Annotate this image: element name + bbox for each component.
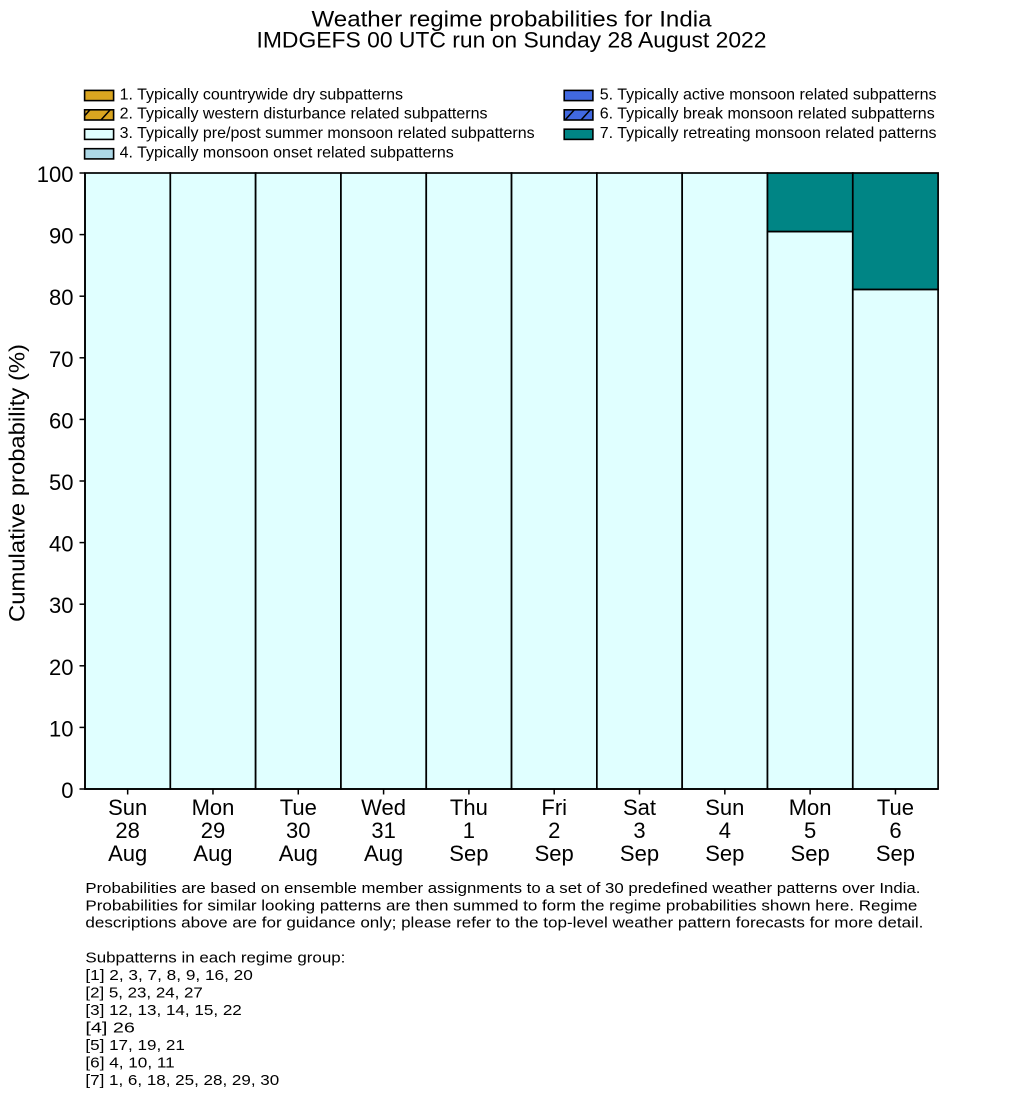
svg-text:Sep: Sep xyxy=(620,841,659,866)
svg-text:2: 2 xyxy=(548,818,560,843)
svg-text:Sep: Sep xyxy=(791,841,830,866)
svg-text:Subpatterns in each regime gro: Subpatterns in each regime group: xyxy=(85,951,345,967)
svg-text:Tue: Tue xyxy=(280,795,317,820)
svg-text:Mon: Mon xyxy=(192,795,235,820)
svg-text:descriptions above are for gui: descriptions above are for guidance only… xyxy=(85,916,923,932)
svg-text:Weather regime probabilities f: Weather regime probabilities for India xyxy=(312,6,713,31)
svg-text:[3] 12, 13, 14, 15, 22: [3] 12, 13, 14, 15, 22 xyxy=(85,1003,241,1019)
svg-text:Aug: Aug xyxy=(279,841,318,866)
svg-text:2. Typically western disturban: 2. Typically western disturbance related… xyxy=(120,106,488,123)
svg-text:30: 30 xyxy=(286,818,310,843)
svg-text:Sep: Sep xyxy=(876,841,915,866)
svg-text:Tue: Tue xyxy=(877,795,914,820)
svg-text:Aug: Aug xyxy=(364,841,403,866)
svg-text:Cumulative probability (%): Cumulative probability (%) xyxy=(4,344,29,622)
svg-text:[6] 4, 10, 11: [6] 4, 10, 11 xyxy=(85,1055,174,1071)
svg-text:28: 28 xyxy=(115,818,139,843)
svg-text:1: 1 xyxy=(463,818,475,843)
svg-text:Fri: Fri xyxy=(541,795,567,820)
svg-text:7. Typically retreating monsoo: 7. Typically retreating monsoon related … xyxy=(600,125,937,142)
svg-text:4. Typically monsoon onset rel: 4. Typically monsoon onset related subpa… xyxy=(120,145,454,162)
svg-text:Mon: Mon xyxy=(789,795,832,820)
svg-text:4: 4 xyxy=(719,818,731,843)
svg-text:0: 0 xyxy=(61,778,73,803)
svg-text:29: 29 xyxy=(201,818,225,843)
svg-text:[7] 1, 6, 18, 25, 28, 29, 30: [7] 1, 6, 18, 25, 28, 29, 30 xyxy=(85,1073,279,1089)
svg-text:20: 20 xyxy=(49,655,73,680)
svg-text:3: 3 xyxy=(633,818,645,843)
svg-text:Sat: Sat xyxy=(623,795,656,820)
svg-text:[5] 17, 19, 21: [5] 17, 19, 21 xyxy=(85,1038,184,1054)
svg-text:30: 30 xyxy=(49,593,73,618)
svg-text:5: 5 xyxy=(804,818,816,843)
svg-text:Sep: Sep xyxy=(705,841,744,866)
svg-text:31: 31 xyxy=(371,818,395,843)
svg-text:Probabilities for similar look: Probabilities for similar looking patter… xyxy=(85,898,917,914)
svg-text:70: 70 xyxy=(49,347,73,372)
svg-text:Sep: Sep xyxy=(449,841,488,866)
svg-text:6: 6 xyxy=(889,818,901,843)
svg-text:Sun: Sun xyxy=(108,795,147,820)
svg-text:Sun: Sun xyxy=(705,795,744,820)
svg-text:Wed: Wed xyxy=(361,795,406,820)
svg-text:[4] 26: [4] 26 xyxy=(85,1020,134,1036)
svg-text:10: 10 xyxy=(49,716,73,741)
svg-text:5. Typically active monsoon re: 5. Typically active monsoon related subp… xyxy=(600,86,937,103)
svg-text:90: 90 xyxy=(49,224,73,249)
svg-text:40: 40 xyxy=(49,532,73,557)
svg-text:60: 60 xyxy=(49,408,73,433)
svg-text:80: 80 xyxy=(49,285,73,310)
svg-text:100: 100 xyxy=(37,162,74,187)
svg-text:[2] 5, 23, 24, 27: [2] 5, 23, 24, 27 xyxy=(85,986,202,1002)
svg-text:Thu: Thu xyxy=(450,795,488,820)
svg-text:3. Typically pre/post summer m: 3. Typically pre/post summer monsoon rel… xyxy=(120,125,535,142)
svg-text:Sep: Sep xyxy=(535,841,574,866)
svg-text:50: 50 xyxy=(49,470,73,495)
svg-text:Probabilities are based on ens: Probabilities are based on ensemble memb… xyxy=(85,881,920,897)
svg-text:Aug: Aug xyxy=(193,841,232,866)
svg-text:6. Typically break monsoon rel: 6. Typically break monsoon related subpa… xyxy=(600,106,935,123)
svg-text:IMDGEFS 00 UTC run on Sunday 2: IMDGEFS 00 UTC run on Sunday 28 August 2… xyxy=(257,28,767,53)
svg-text:Aug: Aug xyxy=(108,841,147,866)
svg-text:[1] 2, 3, 7, 8, 9, 16, 20: [1] 2, 3, 7, 8, 9, 16, 20 xyxy=(85,968,252,984)
svg-text:1. Typically countrywide dry s: 1. Typically countrywide dry subpatterns xyxy=(120,86,403,103)
